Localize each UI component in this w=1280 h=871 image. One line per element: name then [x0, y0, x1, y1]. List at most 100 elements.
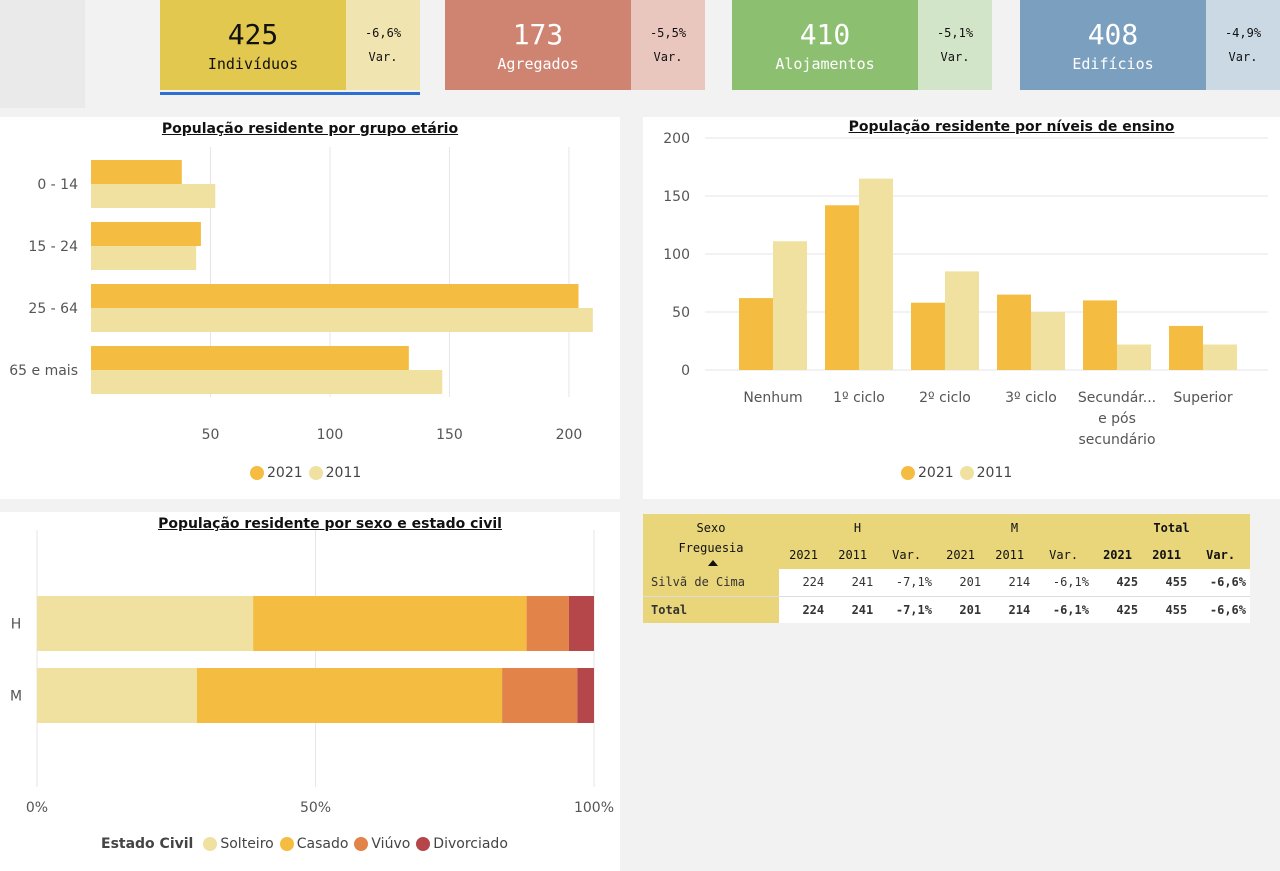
header-h[interactable]: H — [779, 514, 936, 541]
kpi-main: 425 Indivíduos — [160, 0, 346, 90]
category-label: 0 - 14 — [37, 177, 78, 193]
cell: -6,1% — [1034, 569, 1093, 597]
bar-2011 — [91, 370, 443, 394]
bar-casado — [196, 668, 503, 723]
header-freguesia-label: Freguesia — [678, 541, 744, 555]
legend-label-2011[interactable]: 2011 — [325, 465, 362, 481]
header-freguesia[interactable]: Freguesia — [643, 541, 779, 569]
header-m-2021[interactable]: 2021 — [935, 541, 986, 569]
kpi-label: Indivíduos — [207, 54, 299, 73]
cell: 224 — [802, 602, 825, 617]
legend-label-2021[interactable]: 2021 — [918, 465, 954, 481]
kpi-card-alojamentos[interactable]: 410 Alojamentos -5,1% Var. — [732, 0, 992, 90]
sort-ascending-icon[interactable] — [708, 559, 718, 566]
chart-title: População residente por grupo etário — [161, 121, 459, 137]
x-tick-label: 0% — [26, 800, 48, 816]
legend-label-2021[interactable]: 2021 — [267, 465, 303, 481]
header-total[interactable]: Total — [1092, 514, 1250, 541]
cell: -7,1% — [895, 602, 932, 617]
header-total-var[interactable]: Var. — [1191, 541, 1250, 569]
category-label: 3º ciclo — [1005, 390, 1057, 406]
cell: -6,6% — [1209, 602, 1246, 617]
header-h-var[interactable]: Var. — [877, 541, 936, 569]
bar-2021 — [1083, 300, 1117, 370]
y-tick-label: 150 — [663, 189, 690, 205]
kpi-card-individuos[interactable]: 425 Indivíduos -6,6% Var. — [160, 0, 420, 90]
cell: 241 — [851, 602, 874, 617]
bar-divorciado — [568, 596, 594, 651]
legend-label-casado[interactable]: Casado — [296, 836, 349, 852]
chart-legend: 2021 2011 — [244, 465, 361, 481]
legend-label-divorciado[interactable]: Divorciado — [433, 836, 508, 852]
cell: 214 — [985, 569, 1035, 597]
category-label: 65 e mais — [9, 363, 78, 379]
y-tick-label: 200 — [663, 131, 690, 147]
legend-swatch-2011 — [959, 466, 974, 480]
bar-2021 — [91, 284, 579, 308]
kpi-var-label: Var. — [368, 50, 398, 64]
kpi-label: Edifícios — [1072, 54, 1154, 73]
education-chart-panel: População residente por níveis de ensino… — [643, 117, 1280, 499]
header-h-2011[interactable]: 2011 — [828, 541, 878, 569]
header-sexo[interactable]: Sexo — [643, 514, 779, 541]
kpi-card-edificios[interactable]: 408 Edifícios -4,9% Var. — [1020, 0, 1280, 90]
kpi-variation: -5,1% Var. — [918, 0, 992, 90]
x-tick-label: 100 — [317, 427, 344, 443]
marital-status-chart-panel: População residente por sexo e estado ci… — [0, 512, 620, 871]
kpi-value: 173 — [512, 17, 564, 51]
header-h-2021[interactable]: 2021 — [779, 541, 829, 569]
category-label: M — [10, 689, 22, 705]
x-tick-label: 100% — [574, 800, 614, 816]
legend-swatch-2021 — [901, 466, 915, 480]
category-label: Nenhum — [743, 390, 802, 406]
kpi-var-label: Var. — [653, 50, 683, 64]
bar-viúvo — [502, 668, 578, 723]
cell: -6,6% — [1191, 569, 1250, 597]
age-group-chart-panel: População residente por grupo etário 50 1… — [0, 117, 620, 499]
legend-swatch-viuvo — [354, 837, 369, 851]
bar-2021 — [1169, 325, 1203, 370]
bar-viúvo — [526, 596, 569, 651]
bar-2011 — [1031, 312, 1065, 370]
bar-casado — [253, 596, 527, 651]
bar-2021 — [997, 294, 1031, 370]
row-name: Total — [643, 596, 779, 623]
header-row-years: Freguesia 2021 2011 Var. 2021 2011 Var. … — [643, 541, 1250, 569]
kpi-main: 173 Agregados — [445, 0, 631, 90]
legend-label-2011[interactable]: 2011 — [976, 465, 1013, 481]
kpi-card-agregados[interactable]: 173 Agregados -5,5% Var. — [445, 0, 705, 90]
bar-2021 — [825, 205, 859, 370]
legend-label-solteiro[interactable]: Solteiro — [220, 836, 274, 852]
marital-status-chart: 0% 50% 100% H M — [10, 530, 614, 816]
chart-title: População residente por sexo e estado ci… — [158, 516, 502, 532]
bar-solteiro — [37, 668, 197, 723]
table-row[interactable]: Silvã de Cima 224 241 -7,1% 201 214 -6,1… — [643, 569, 1250, 597]
kpi-value: 425 — [227, 17, 279, 51]
cell: 214 — [1008, 602, 1031, 617]
cell: 455 — [1165, 602, 1188, 617]
kpi-variation: -5,5% Var. — [631, 0, 705, 90]
row-name: Silvã de Cima — [643, 569, 779, 597]
header-m-2011[interactable]: 2011 — [985, 541, 1035, 569]
header-total-2011[interactable]: 2011 — [1142, 541, 1192, 569]
cell: 224 — [779, 569, 829, 597]
header-total-2021[interactable]: 2021 — [1092, 541, 1143, 569]
y-tick-label: 50 — [672, 305, 690, 321]
header-m-var[interactable]: Var. — [1034, 541, 1093, 569]
bar-2011 — [1203, 344, 1237, 370]
category-label: Secundár... e pós secundário — [1078, 390, 1156, 448]
bar-2021 — [91, 222, 201, 246]
legend-label-viuvo[interactable]: Viúvo — [371, 836, 411, 852]
legend-swatch-2021 — [250, 466, 264, 480]
bar-solteiro — [37, 596, 254, 651]
category-label: Superior — [1173, 390, 1232, 406]
y-tick-label: 0 — [681, 363, 690, 379]
legend-swatch-2011 — [308, 466, 323, 480]
header-m[interactable]: M — [935, 514, 1093, 541]
table-row-total[interactable]: Total 224 241 -7,1% 201 214 -6,1% 425 45… — [643, 596, 1250, 623]
kpi-var-value: -4,9% — [1224, 26, 1262, 40]
y-tick-label: 100 — [663, 247, 690, 263]
category-label: 1º ciclo — [833, 390, 885, 406]
kpi-var-value: -6,6% — [364, 26, 402, 40]
kpi-var-label: Var. — [940, 50, 970, 64]
